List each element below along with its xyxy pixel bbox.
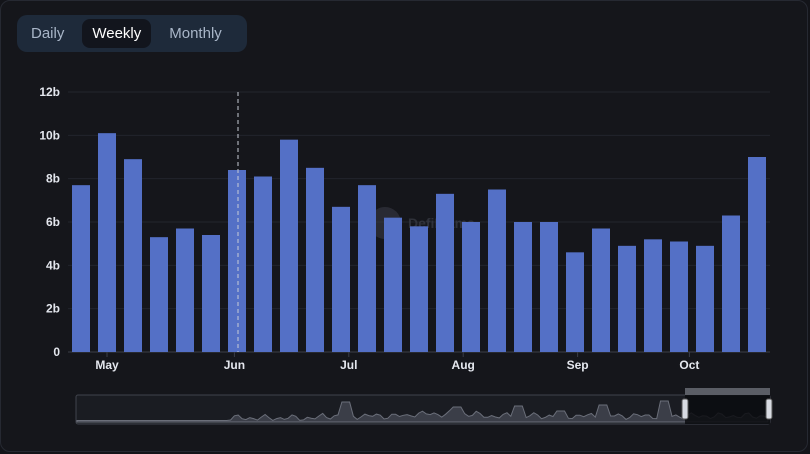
bars xyxy=(72,133,766,352)
bar[interactable] xyxy=(228,170,246,352)
y-tick-label: 4b xyxy=(46,258,60,272)
x-tick-label: Jul xyxy=(340,358,357,372)
y-tick-label: 12b xyxy=(39,85,60,99)
x-tick-label: Aug xyxy=(452,358,475,372)
slider-selection[interactable] xyxy=(685,395,770,424)
bar[interactable] xyxy=(670,241,688,353)
period-toggle: Daily Weekly Monthly xyxy=(17,15,247,52)
bar[interactable] xyxy=(566,252,584,352)
bar[interactable] xyxy=(124,159,142,352)
y-tick-label: 8b xyxy=(46,172,60,186)
bar[interactable] xyxy=(358,185,376,352)
y-tick-label: 6b xyxy=(46,215,60,229)
x-tick-label: Jun xyxy=(224,358,245,372)
y-tick-label: 10b xyxy=(39,128,60,142)
bar[interactable] xyxy=(748,157,766,352)
bar[interactable] xyxy=(618,245,636,352)
bar[interactable] xyxy=(254,176,272,353)
y-tick-label: 0 xyxy=(53,345,60,359)
bar[interactable] xyxy=(592,228,610,353)
bar[interactable] xyxy=(306,167,324,352)
x-tick-label: Sep xyxy=(567,358,589,372)
bar[interactable] xyxy=(644,239,662,352)
slider-preview-area xyxy=(76,400,769,423)
slider-right-handle[interactable] xyxy=(765,398,773,420)
y-axis-labels: 0 2b 4b 6b 8b 10b 12b xyxy=(39,85,60,359)
weekly-button[interactable]: Weekly xyxy=(82,19,152,48)
bar[interactable] xyxy=(280,139,298,352)
bar[interactable] xyxy=(722,215,740,353)
daily-button[interactable]: Daily xyxy=(31,25,65,42)
x-tick-label: Oct xyxy=(679,358,699,372)
x-axis-labels: May Jun Jul Aug Sep Oct xyxy=(95,352,699,372)
bar[interactable] xyxy=(98,133,116,352)
bar[interactable] xyxy=(176,228,194,353)
slider-move-handle[interactable] xyxy=(685,388,770,395)
bar[interactable] xyxy=(202,235,220,352)
y-tick-label: 2b xyxy=(46,302,60,316)
bar[interactable] xyxy=(332,206,350,352)
bar[interactable] xyxy=(384,217,402,352)
slider-left-handle[interactable] xyxy=(681,398,689,420)
bar[interactable] xyxy=(488,189,506,353)
bar[interactable] xyxy=(150,237,168,352)
bar[interactable] xyxy=(436,193,454,352)
bar[interactable] xyxy=(696,245,714,352)
bar[interactable] xyxy=(514,222,532,352)
bar[interactable] xyxy=(410,226,428,352)
zoom-slider[interactable] xyxy=(75,388,773,425)
bar[interactable] xyxy=(462,222,480,352)
x-tick-label: May xyxy=(95,358,119,372)
bar[interactable] xyxy=(540,222,558,352)
monthly-button[interactable]: Monthly xyxy=(169,25,222,42)
bar[interactable] xyxy=(72,185,90,352)
